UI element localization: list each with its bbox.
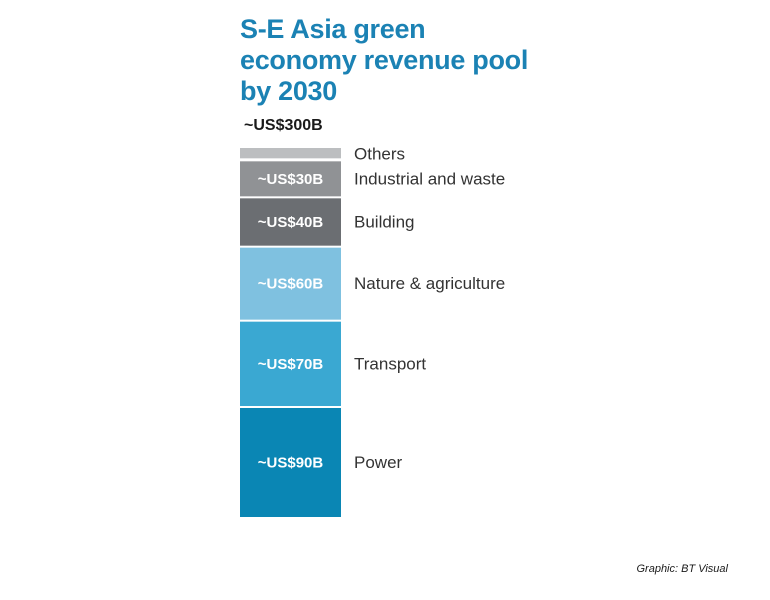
value-label-power: ~US$90B [258,454,324,471]
bar-segment-power [240,408,341,517]
category-label-transport: Transport [354,354,426,373]
bar-segment-transport [240,321,341,406]
category-label-others: Others [354,145,405,164]
value-label-building: ~US$40B [258,214,324,231]
value-label-industrial-and-waste: ~US$30B [258,171,324,188]
bar-segment-building [240,198,341,246]
category-label-industrial-and-waste: Industrial and waste [354,169,505,188]
bar-segment-others [240,148,341,159]
bar-segment-nature-agriculture [240,247,341,320]
category-label-building: Building [354,212,415,231]
value-label-nature-agriculture: ~US$60B [258,276,324,293]
category-label-power: Power [354,453,403,472]
category-label-nature-agriculture: Nature & agriculture [354,274,505,293]
chart-title: S-E Asia green economy revenue pool by 2… [240,14,529,106]
total-label: ~US$300B [244,117,323,134]
graphic-credit: Graphic: BT Visual [636,563,728,575]
value-label-transport: ~US$70B [258,356,324,373]
bar-segment-industrial-and-waste [240,161,341,197]
